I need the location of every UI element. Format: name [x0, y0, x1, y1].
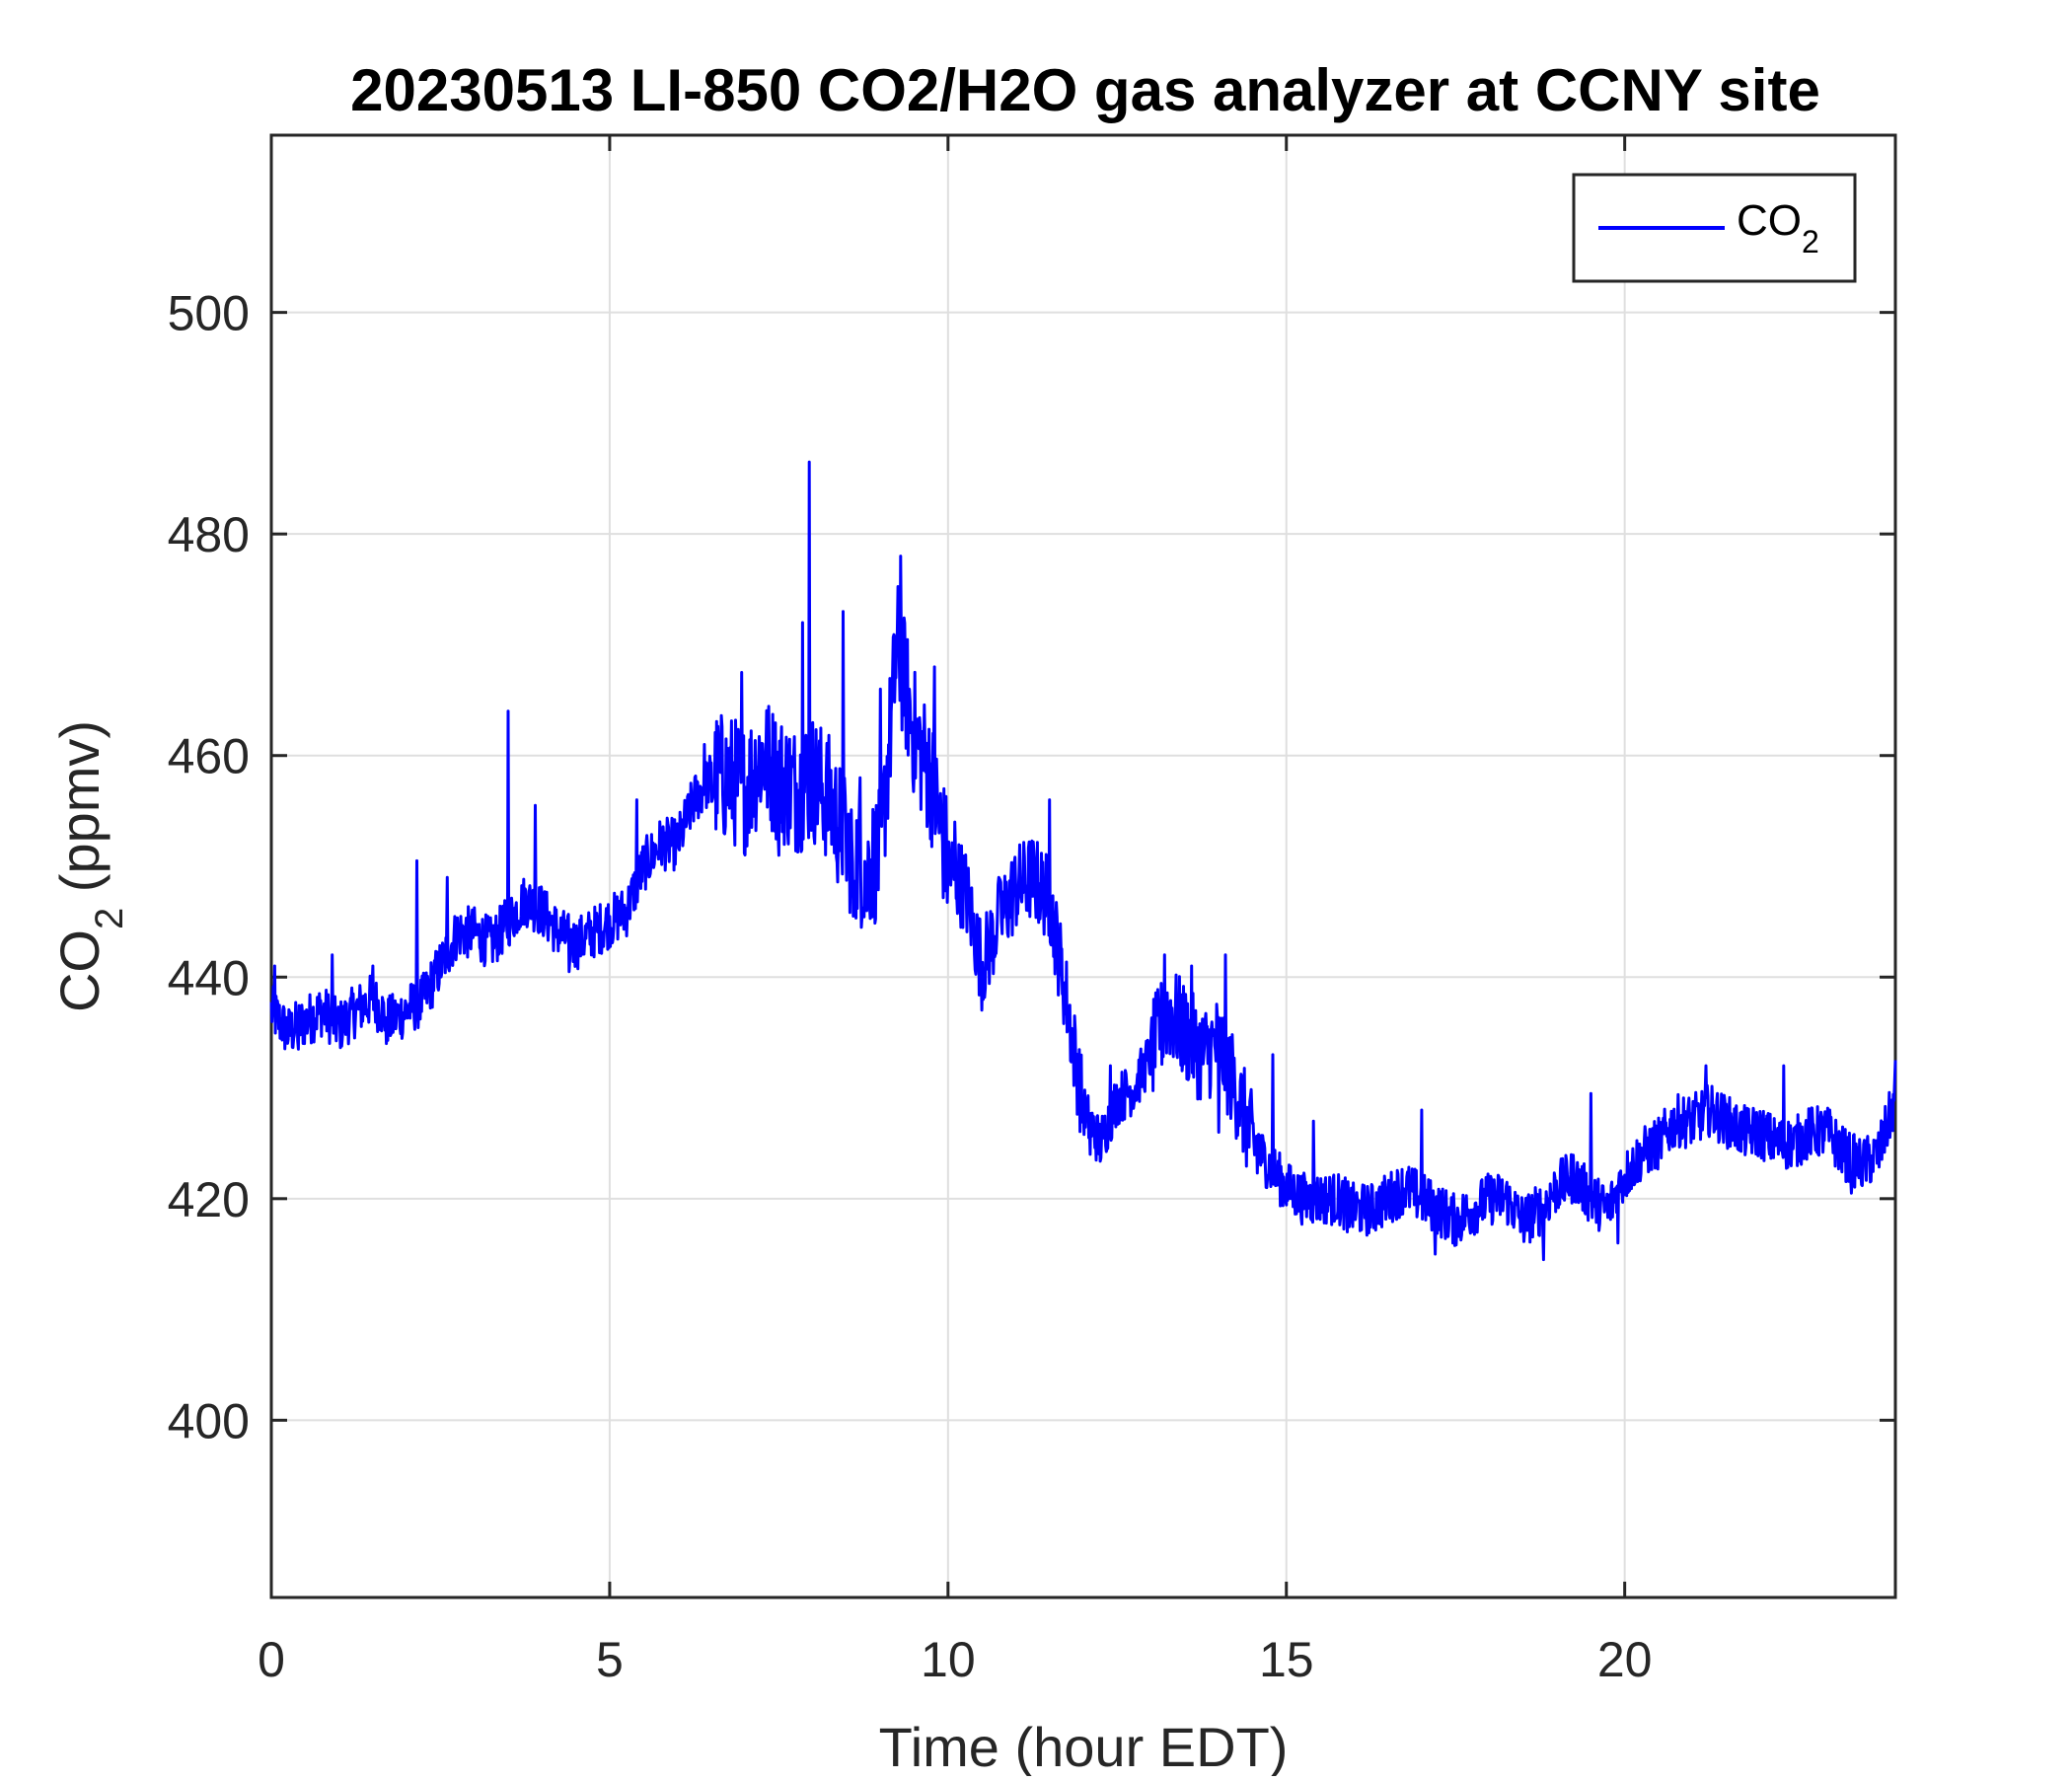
- x-tick-label-15: 15: [1259, 1632, 1314, 1687]
- series-line-co2: [269, 460, 1897, 1262]
- grid-lines: [270, 135, 1895, 1597]
- y-tick-label-500: 500: [168, 286, 250, 341]
- axis-ticks: 0 5 10 15 20 400 420 440 460 480 500: [168, 135, 1895, 1687]
- x-tick-label-0: 0: [258, 1632, 285, 1687]
- x-tick-label-5: 5: [596, 1632, 624, 1687]
- y-tick-label-400: 400: [168, 1393, 250, 1448]
- legend-label-co2: CO2: [1737, 196, 1819, 260]
- chart-title: 20230513 LI-850 CO2/H2O gas analyzer at …: [350, 57, 1820, 123]
- y-tick-label-480: 480: [168, 507, 250, 562]
- x-tick-label-20: 20: [1597, 1632, 1653, 1687]
- x-axis-label: Time (hour EDT): [879, 1716, 1289, 1776]
- y-tick-label-460: 460: [168, 729, 250, 784]
- y-tick-label-420: 420: [168, 1172, 250, 1227]
- series-co2: [269, 460, 1897, 1262]
- y-tick-label-440: 440: [168, 950, 250, 1005]
- legend: CO2: [1572, 173, 1857, 283]
- y-axis-label: CO2 (ppmv): [48, 720, 131, 1012]
- x-tick-label-10: 10: [921, 1632, 976, 1687]
- plot-area-frame: [269, 133, 1897, 1599]
